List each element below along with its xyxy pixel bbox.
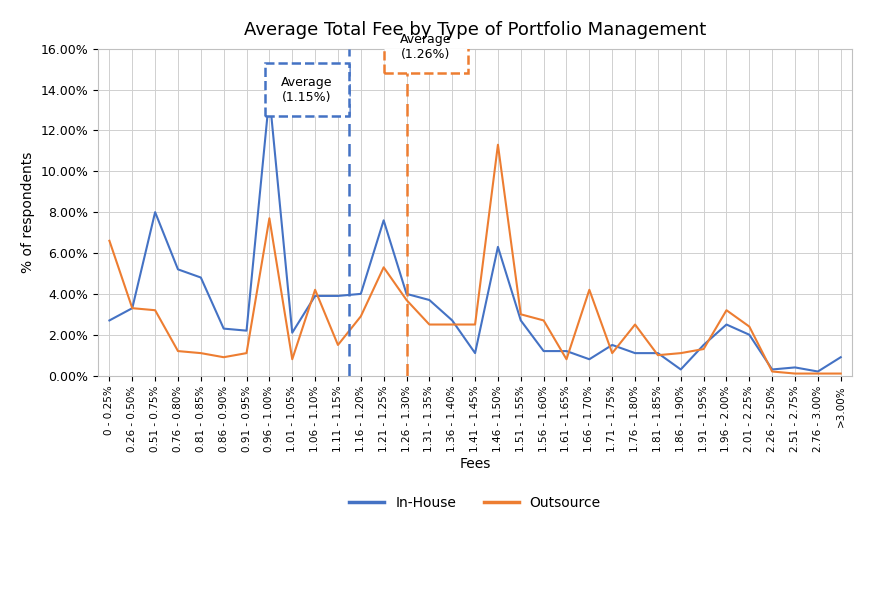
In-House: [721, 321, 732, 328]
Outsource: [698, 346, 709, 353]
Line: Outsource: Outsource: [109, 145, 841, 374]
Outsource: [629, 321, 640, 328]
In-House: [265, 92, 275, 100]
Outsource: [835, 370, 846, 377]
In-House: [287, 329, 298, 336]
Outsource: [355, 313, 366, 320]
Outsource: [516, 311, 526, 318]
In-House: [333, 293, 343, 300]
Outsource: [378, 264, 388, 271]
In-House: [676, 366, 686, 373]
In-House: [629, 349, 640, 356]
In-House: [790, 364, 801, 371]
Outsource: [310, 286, 320, 293]
In-House: [584, 356, 595, 363]
Outsource: [287, 356, 298, 363]
Outsource: [813, 370, 823, 377]
FancyBboxPatch shape: [265, 63, 349, 116]
In-House: [241, 327, 251, 334]
In-House: [561, 347, 572, 355]
Legend: In-House, Outsource: In-House, Outsource: [344, 491, 607, 516]
Outsource: [447, 321, 457, 328]
In-House: [378, 217, 388, 224]
Outsource: [265, 215, 275, 222]
In-House: [402, 290, 412, 297]
Outsource: [424, 321, 435, 328]
In-House: [607, 342, 617, 349]
Outsource: [607, 349, 617, 356]
Outsource: [173, 347, 183, 355]
In-House: [653, 349, 663, 356]
In-House: [104, 317, 114, 324]
In-House: [355, 290, 366, 297]
Outsource: [561, 356, 572, 363]
Outsource: [744, 323, 754, 330]
In-House: [492, 243, 503, 250]
Outsource: [218, 353, 229, 361]
Outsource: [150, 307, 161, 314]
In-House: [173, 266, 183, 273]
Text: Average
(1.26%): Average (1.26%): [400, 33, 451, 61]
In-House: [516, 317, 526, 324]
FancyBboxPatch shape: [383, 20, 468, 73]
In-House: [310, 293, 320, 300]
Outsource: [127, 305, 138, 312]
Line: In-House: In-House: [109, 96, 841, 371]
In-House: [744, 331, 754, 339]
In-House: [218, 325, 229, 332]
In-House: [196, 274, 206, 281]
Outsource: [790, 370, 801, 377]
Outsource: [721, 307, 732, 314]
In-House: [835, 353, 846, 361]
In-House: [150, 209, 161, 216]
Text: Average
(1.15%): Average (1.15%): [281, 76, 333, 104]
In-House: [813, 368, 823, 375]
In-House: [447, 317, 457, 324]
In-House: [767, 366, 778, 373]
In-House: [470, 349, 480, 356]
Outsource: [104, 237, 114, 244]
Outsource: [584, 286, 595, 293]
Outsource: [676, 349, 686, 356]
Outsource: [402, 296, 412, 303]
In-House: [698, 342, 709, 349]
In-House: [539, 347, 549, 355]
Outsource: [653, 352, 663, 359]
Outsource: [196, 349, 206, 356]
In-House: [127, 305, 138, 312]
Title: Average Total Fee by Type of Portfolio Management: Average Total Fee by Type of Portfolio M…: [244, 21, 706, 39]
In-House: [424, 296, 435, 303]
Outsource: [333, 342, 343, 349]
Y-axis label: % of respondents: % of respondents: [21, 151, 35, 273]
Outsource: [767, 368, 778, 375]
Outsource: [470, 321, 480, 328]
Outsource: [539, 317, 549, 324]
X-axis label: Fees: Fees: [459, 458, 491, 471]
Outsource: [492, 141, 503, 148]
Outsource: [241, 349, 251, 356]
